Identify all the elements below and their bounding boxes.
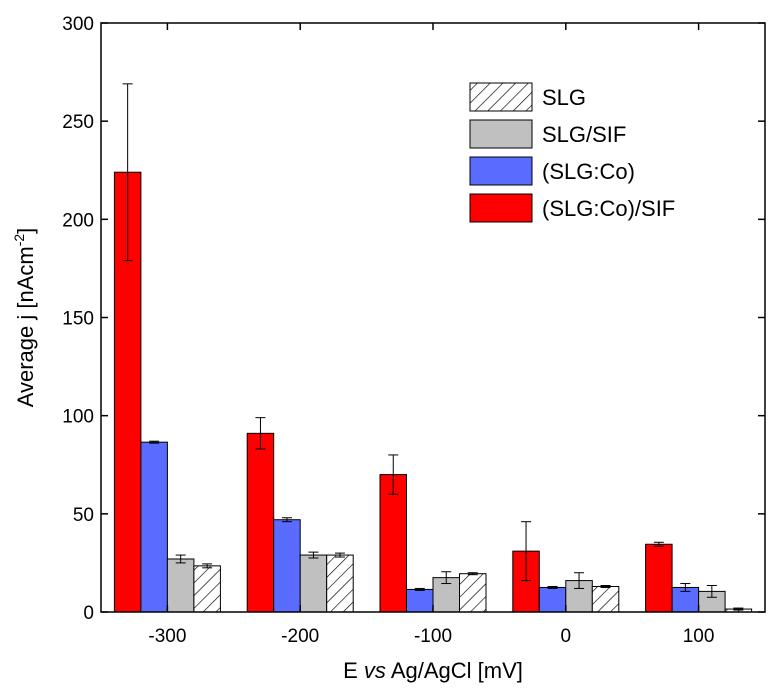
y-tick-label: 100 (62, 407, 94, 428)
bar (591, 585, 620, 613)
x-tick-label: 0 (561, 626, 572, 647)
y-tick-label: 50 (73, 505, 94, 526)
legend-label: (SLG:Co) (542, 159, 635, 184)
bar (326, 554, 354, 613)
legend-swatch (469, 156, 533, 186)
bars-layer (113, 83, 753, 613)
bar (538, 586, 567, 613)
bar (645, 543, 673, 613)
legend: SLG SLG/SIF (SLG:Co) (SLG:Co)/SIF (469, 82, 675, 223)
bar (406, 588, 434, 613)
legend-swatch (469, 119, 533, 149)
bar (273, 519, 301, 613)
axis-layer: 0 50 100 150 200 250 300 -300 -200 -100 0 100 (62, 14, 765, 647)
y-tick-label: 300 (62, 14, 94, 35)
x-tick-label: 100 (683, 626, 715, 647)
bar (299, 554, 328, 613)
y-tick-label: 250 (62, 112, 94, 133)
bar (193, 565, 221, 613)
plot-frame (100, 22, 766, 613)
bar (166, 558, 195, 613)
x-tick-label: -300 (148, 626, 186, 647)
bar (379, 474, 407, 613)
y-axis-title: Average j [nAcm-2] (11, 228, 38, 408)
legend-swatch (469, 82, 533, 112)
legend-swatch (469, 193, 533, 223)
y-tick-label: 200 (62, 210, 94, 231)
x-tick-label: -100 (414, 626, 452, 647)
bar (432, 577, 460, 613)
x-tick-label: -200 (281, 626, 319, 647)
legend-label: SLG (542, 85, 586, 110)
bar (140, 441, 168, 613)
y-tick-label: 150 (62, 309, 94, 330)
x-axis-title: E vs Ag/AgCl [mV] (343, 658, 523, 683)
legend-label: SLG/SIF (542, 122, 626, 147)
legend-label: (SLG:Co)/SIF (542, 196, 675, 221)
bar (246, 432, 275, 613)
bar (459, 573, 487, 613)
y-tick-label: 0 (83, 603, 94, 624)
